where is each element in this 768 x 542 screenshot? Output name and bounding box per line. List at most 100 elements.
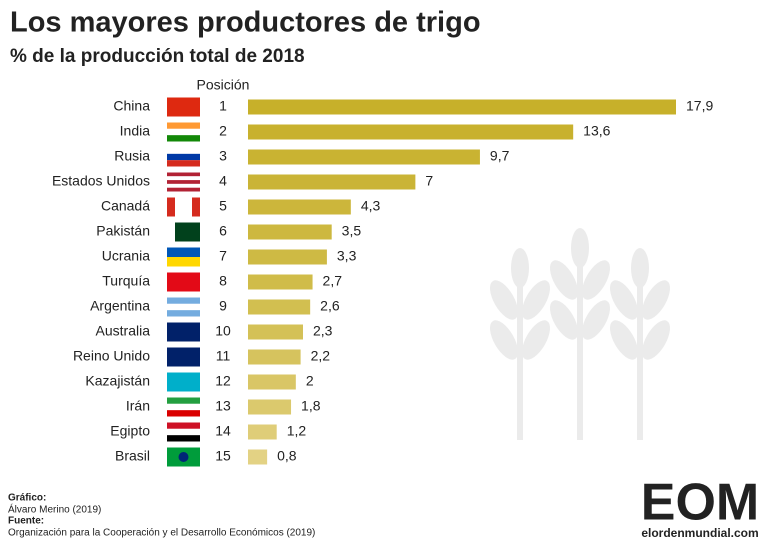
category-label: Estados Unidos xyxy=(52,173,150,189)
chart-subtitle: % de la producción total de 2018 xyxy=(10,46,305,67)
category-label: Pakistán xyxy=(96,223,150,239)
category-label: Canadá xyxy=(101,198,150,214)
bar xyxy=(248,349,301,365)
category-label: Argentina xyxy=(90,298,150,314)
flag-stripe xyxy=(167,147,200,154)
bar xyxy=(248,199,351,215)
position-heading: Posición xyxy=(197,77,250,93)
flag-stripe xyxy=(167,172,200,177)
bar xyxy=(248,399,292,415)
category-label: Reino Unido xyxy=(73,348,150,364)
value-label: 9,7 xyxy=(490,148,510,164)
source: Organización para la Cooperación y el De… xyxy=(8,528,315,539)
bar xyxy=(248,249,327,265)
flag-stripe xyxy=(167,187,200,192)
flag-stripe xyxy=(167,247,200,257)
bar xyxy=(248,174,416,190)
bar xyxy=(248,324,303,340)
bar xyxy=(248,374,296,390)
credit: Álvaro Merino (2019) xyxy=(8,503,101,516)
value-label: 2 xyxy=(306,373,314,389)
position-label: 13 xyxy=(215,398,231,414)
flag-stripe xyxy=(167,435,200,442)
chart-title: Los mayores productores de trigo xyxy=(10,7,481,39)
value-label: 1,8 xyxy=(301,398,321,414)
flag-stripe xyxy=(167,257,200,267)
flag-stripe xyxy=(167,322,200,342)
flag-stripe xyxy=(167,422,200,429)
category-label: China xyxy=(113,98,150,114)
bar xyxy=(248,299,311,315)
category-label: India xyxy=(120,123,151,139)
position-label: 11 xyxy=(216,348,231,364)
flag-emblem xyxy=(178,452,189,462)
value-label: 7 xyxy=(425,173,433,189)
flag-stripe xyxy=(167,403,200,411)
bar xyxy=(248,224,332,240)
wheat-icon xyxy=(490,228,670,440)
flag-stripe xyxy=(167,222,200,242)
category-label: Kazajistán xyxy=(85,373,150,389)
value-label: 2,2 xyxy=(311,348,331,364)
flag-stripe xyxy=(167,297,200,304)
value-label: 1,2 xyxy=(287,423,307,439)
position-label: 1 xyxy=(219,98,227,114)
position-label: 5 xyxy=(219,198,227,214)
bar xyxy=(248,424,277,440)
flag-stripe xyxy=(167,97,200,117)
value-label: 17,9 xyxy=(686,98,713,114)
value-label: 3,5 xyxy=(342,223,362,239)
flag-stripe xyxy=(167,180,200,184)
value-label: 4,3 xyxy=(361,198,381,214)
value-label: 13,6 xyxy=(583,123,610,139)
credit-heading: Gráfico: xyxy=(8,493,46,504)
category-label: Turquía xyxy=(102,273,150,289)
flag-stripe xyxy=(167,272,200,292)
bar xyxy=(248,274,313,290)
category-label: Australia xyxy=(96,323,151,339)
flag-stripe xyxy=(167,428,200,436)
position-label: 6 xyxy=(219,223,227,239)
category-label: Brasil xyxy=(115,448,150,464)
bar xyxy=(248,149,480,165)
flag-stripe xyxy=(167,197,200,217)
flag-stripe xyxy=(167,310,200,317)
position-label: 15 xyxy=(215,448,231,464)
flag-stripe xyxy=(167,160,200,167)
value-label: 0,8 xyxy=(277,448,297,464)
flag-stripe xyxy=(167,197,175,217)
flag-stripe xyxy=(167,176,200,181)
position-label: 8 xyxy=(219,273,227,289)
position-label: 10 xyxy=(215,323,231,339)
category-label: Irán xyxy=(126,398,150,414)
flag-stripe xyxy=(167,135,200,142)
flag-stripe xyxy=(167,372,200,392)
bar xyxy=(248,449,268,465)
value-label: 2,7 xyxy=(323,273,343,289)
position-label: 3 xyxy=(219,148,227,164)
value-label: 2,6 xyxy=(320,298,340,314)
category-label: Egipto xyxy=(110,423,150,439)
bar xyxy=(248,124,574,140)
position-label: 12 xyxy=(215,373,231,389)
flag-stripe xyxy=(167,347,200,367)
flag-stripe xyxy=(167,128,200,136)
website: elordenmundial.com xyxy=(641,526,758,540)
position-label: 2 xyxy=(219,123,227,139)
flag-stripe xyxy=(167,397,200,404)
value-label: 2,3 xyxy=(313,323,333,339)
category-label: Ucrania xyxy=(102,248,150,264)
flag-stripe xyxy=(167,122,200,129)
flag-stripe xyxy=(167,410,200,417)
position-label: 4 xyxy=(219,173,227,189)
value-label: 3,3 xyxy=(337,248,357,264)
flag-stripe xyxy=(167,183,200,188)
position-label: 7 xyxy=(219,248,227,264)
bar xyxy=(248,99,676,115)
flag-stripe xyxy=(167,303,200,311)
logo: EOM xyxy=(641,474,759,532)
category-label: Rusia xyxy=(114,148,150,164)
position-label: 9 xyxy=(219,298,227,314)
flag-stripe xyxy=(192,197,200,217)
